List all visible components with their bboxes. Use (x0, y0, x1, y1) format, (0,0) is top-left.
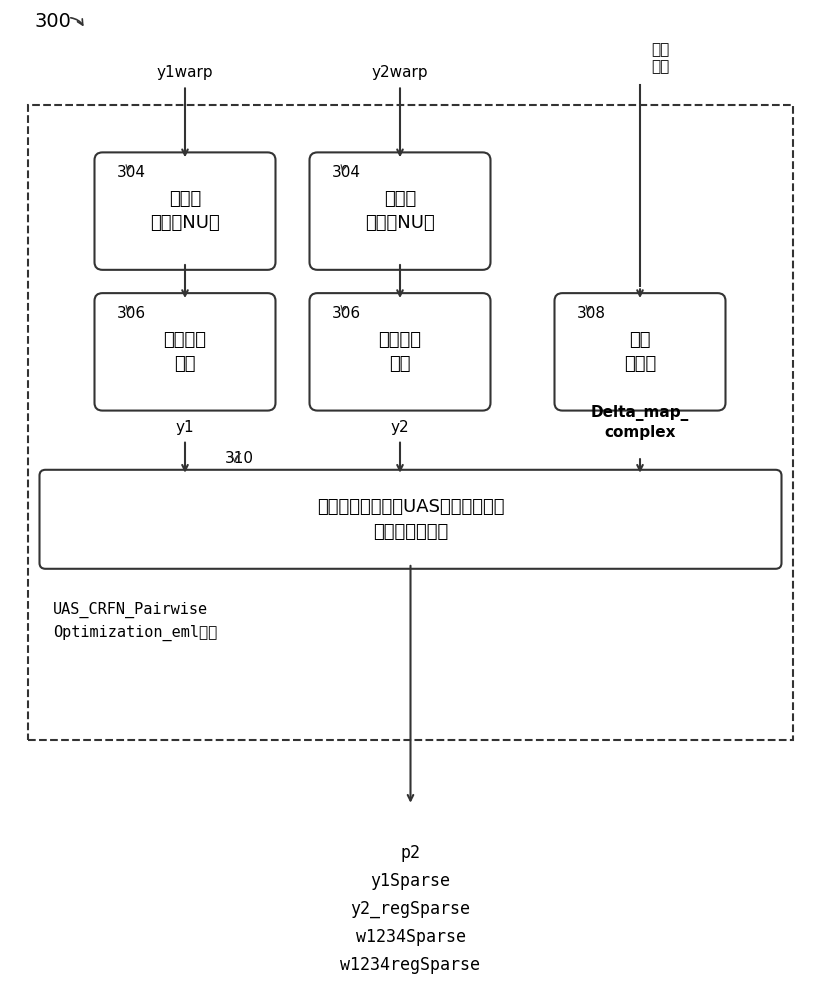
Text: UAS_CRFN_Pairwise
Optimization_eml（）: UAS_CRFN_Pairwise Optimization_eml（） (53, 602, 218, 641)
Text: Delta_map_
complex: Delta_map_ complex (591, 405, 689, 440)
Text: 去混频
（去除NU）: 去混频 （去除NU） (365, 190, 435, 232)
Text: 相机响应归一化，UAS相机响应函数
归一化变形（）: 相机响应归一化，UAS相机响应函数 归一化变形（） (317, 498, 504, 541)
FancyBboxPatch shape (310, 152, 490, 270)
FancyBboxPatch shape (94, 293, 276, 411)
FancyBboxPatch shape (310, 293, 490, 411)
Text: 306: 306 (332, 306, 361, 321)
Text: 304: 304 (117, 165, 146, 180)
Text: 308: 308 (577, 306, 606, 321)
FancyBboxPatch shape (94, 152, 276, 270)
FancyBboxPatch shape (554, 293, 726, 411)
Text: 306: 306 (117, 306, 146, 321)
Text: 获得
变形图: 获得 变形图 (624, 331, 656, 373)
Text: 310: 310 (225, 451, 254, 466)
Text: 去混频
（去除NU）: 去混频 （去除NU） (150, 190, 220, 232)
Text: y1: y1 (176, 420, 195, 435)
Text: 300: 300 (35, 12, 72, 31)
Text: 透镜畚变
校正: 透镜畚变 校正 (378, 331, 421, 373)
Text: y2warp: y2warp (372, 65, 429, 80)
Text: y2: y2 (391, 420, 410, 435)
FancyBboxPatch shape (39, 470, 782, 569)
Text: 304: 304 (332, 165, 361, 180)
Text: 透镜畚变
校正: 透镜畚变 校正 (163, 331, 207, 373)
Text: y1warp: y1warp (157, 65, 213, 80)
Text: p2
y1Sparse
y2_regSparse
w1234Sparse
w1234regSparse: p2 y1Sparse y2_regSparse w1234Sparse w12… (341, 844, 480, 974)
Text: 配准
参数: 配准 参数 (651, 42, 669, 74)
